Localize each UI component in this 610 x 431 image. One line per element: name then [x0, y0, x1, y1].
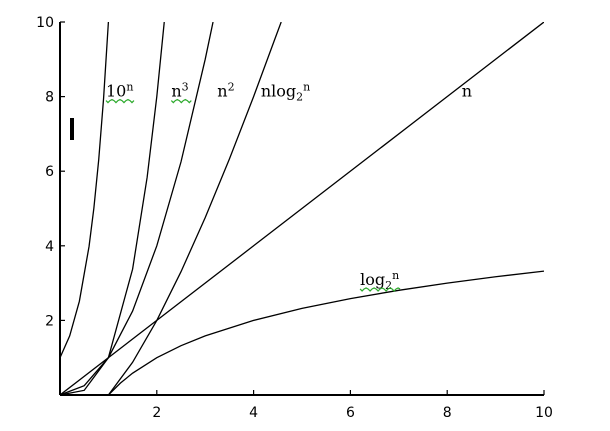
y-tick-label: 8 [45, 90, 54, 106]
curves-layer [60, 22, 544, 395]
label-superscript: n [392, 269, 399, 282]
spellcheck-underline [359, 287, 401, 292]
x-tick-label: 6 [346, 405, 355, 421]
label-n: n [462, 82, 472, 101]
label-base: 10 [106, 82, 126, 101]
spellcheck-underline [105, 98, 135, 104]
curve-n-squared [60, 22, 214, 395]
label-n-squared: n2 [217, 81, 234, 101]
axes-layer [59, 22, 544, 396]
labels-layer: 10n n3 n2 nlog2n nlog2n [105, 81, 472, 292]
y-tick-label: 4 [45, 239, 54, 255]
curve-log2-n [107, 270, 544, 395]
x-tick-label: 4 [249, 405, 258, 421]
label-base: n [217, 82, 227, 101]
label-superscript: 3 [182, 81, 189, 94]
label-n-cubed: n3 [171, 81, 188, 101]
label-base: n [171, 82, 181, 101]
label-subscript: 2 [296, 91, 303, 104]
label-base: n [462, 82, 472, 101]
x-tick-label: 10 [535, 405, 553, 421]
y-tick-label: 6 [45, 164, 54, 180]
spellcheck-underline [170, 98, 192, 104]
y-tick-label: 10 [36, 15, 54, 31]
curve-10-to-n [60, 22, 110, 358]
label-n-log2-n: nlog2n [261, 81, 310, 104]
label-superscript: 2 [228, 81, 235, 94]
ticks-layer: 2 4 6 8 10 2 4 6 8 10 [36, 15, 553, 421]
text-cursor [70, 118, 74, 140]
label-superscript: n [126, 81, 133, 94]
x-tick-label: 8 [443, 405, 452, 421]
curve-n-cubed [60, 22, 165, 395]
x-tick-label: 2 [152, 405, 161, 421]
label-10-to-n: 10n [106, 81, 133, 101]
label-subscript: 2 [385, 279, 392, 292]
label-superscript: n [303, 81, 310, 94]
curve-n-log2-n [107, 22, 282, 395]
label-base: log [360, 270, 385, 289]
y-tick-label: 2 [45, 313, 54, 329]
curve-n [60, 22, 544, 395]
label-base: nlog [261, 82, 296, 101]
label-log2-n: log2n [360, 269, 399, 292]
